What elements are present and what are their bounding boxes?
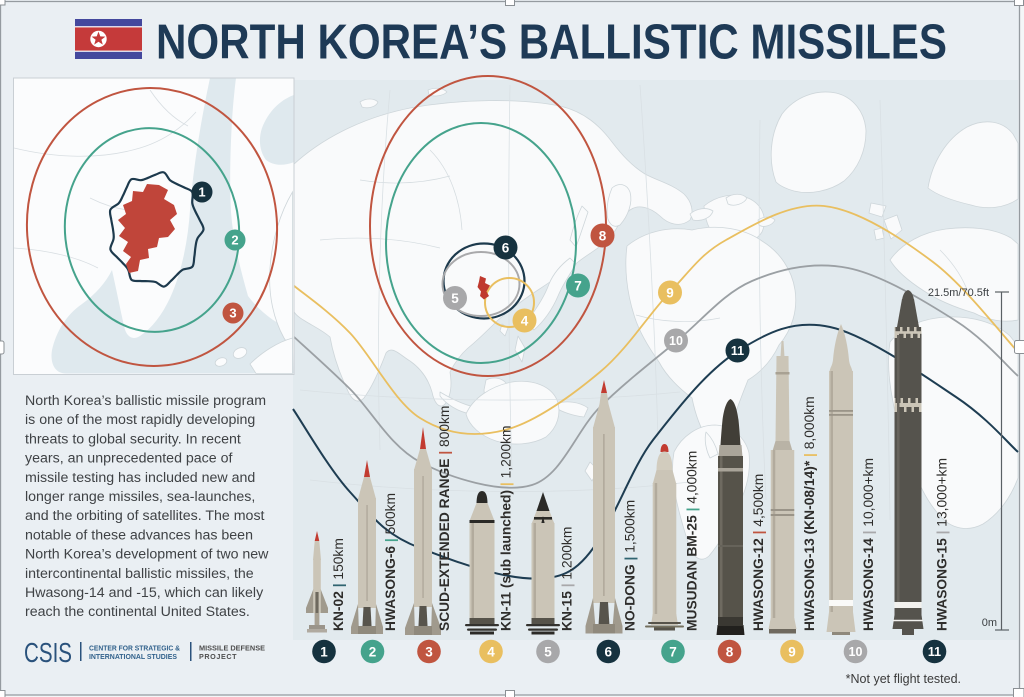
svg-text:1: 1 [198,185,205,200]
svg-text:2: 2 [231,233,238,248]
svg-text:4: 4 [521,314,529,329]
svg-text:HWASONG-12 | 4,500km: HWASONG-12 | 4,500km [751,474,766,631]
svg-text:6: 6 [605,645,613,660]
svg-text:10: 10 [849,645,863,659]
svg-text:reach the continental United S: reach the continental United States. [25,604,250,620]
svg-text:NO-DONG | 1,500km: NO-DONG | 1,500km [623,500,638,631]
svg-text:1: 1 [320,645,328,660]
svg-text:4: 4 [487,645,495,660]
svg-text:6: 6 [502,241,510,256]
svg-text:KN-02 | 150km: KN-02 | 150km [331,538,346,631]
svg-text:9: 9 [666,286,674,301]
svg-text:2: 2 [369,645,377,660]
svg-text:intercontinental ballistic mis: intercontinental ballistic missiles, the [25,566,254,582]
svg-text:is one of the most rapidly dev: is one of the most rapidly developing [25,412,255,428]
svg-text:INTERNATIONAL STUDIES: INTERNATIONAL STUDIES [89,652,177,661]
svg-text:North Korea’s ballistic missil: North Korea’s ballistic missile program [25,393,266,409]
svg-text:MISSILE DEFENSE: MISSILE DEFENSE [199,644,265,653]
svg-text:years, an unprecedented pace o: years, an unprecedented pace of [25,451,233,467]
svg-text:HWASONG-6 | 500km: HWASONG-6 | 500km [383,493,398,631]
svg-text:Hwasong-14 and -15, which can: Hwasong-14 and -15, which can likely [25,585,264,601]
svg-text:11: 11 [731,344,744,358]
svg-text:0m: 0m [982,617,997,629]
svg-text:11: 11 [928,645,941,659]
svg-text:NORTH KOREA’S BALLISTIC MISSIL: NORTH KOREA’S BALLISTIC MISSILES [156,16,947,70]
svg-text:5: 5 [544,645,552,660]
svg-text:3: 3 [425,645,433,660]
svg-text:7: 7 [669,645,677,660]
svg-text:HWASONG-15 | 13,000+km: HWASONG-15 | 13,000+km [935,458,950,631]
svg-text:CENTER FOR STRATEGIC &: CENTER FOR STRATEGIC & [89,644,180,653]
svg-text:MUSUDAN BM-25 | 4,000km: MUSUDAN BM-25 | 4,000km [685,451,700,631]
svg-text:missile testing has included n: missile testing has included new and [25,470,255,486]
svg-text:*Not yet flight tested.: *Not yet flight tested. [846,672,961,686]
svg-text:9: 9 [788,645,796,660]
svg-text:notable of these advances has: notable of these advances has been [25,527,253,543]
svg-text:SCUD-EXTENDED RANGE | 800km: SCUD-EXTENDED RANGE | 800km [437,406,452,631]
svg-text:8: 8 [726,645,734,660]
svg-text:longer range missiles, sea-lau: longer range missiles, sea-launches, [25,489,255,505]
svg-text:7: 7 [574,279,582,294]
svg-text:3: 3 [229,306,236,321]
svg-text:North Korea’s development of t: North Korea’s development of two new [25,547,269,563]
svg-text:PROJECT: PROJECT [199,652,237,661]
svg-text:KN-11 (sub launched) | 1,200km: KN-11 (sub launched) | 1,200km [499,425,514,631]
svg-text:8: 8 [599,229,607,244]
svg-text:threats to global security. In: threats to global security. In recent [25,431,241,447]
svg-text:5: 5 [451,291,459,306]
svg-text:HWASONG-14 | 10,000+km: HWASONG-14 | 10,000+km [861,458,876,631]
svg-text:CSIS: CSIS [24,637,72,668]
svg-text:HWASONG-13 (KN-08/14)* | 8,000: HWASONG-13 (KN-08/14)* | 8,000km [802,396,817,631]
svg-text:21.5m/70.5ft: 21.5m/70.5ft [928,287,989,299]
svg-text:KN-15 | 1,200km: KN-15 | 1,200km [560,527,575,631]
svg-text:and the orbiting of satellites: and the orbiting of satellites. The most [25,508,265,524]
svg-text:10: 10 [669,334,683,348]
